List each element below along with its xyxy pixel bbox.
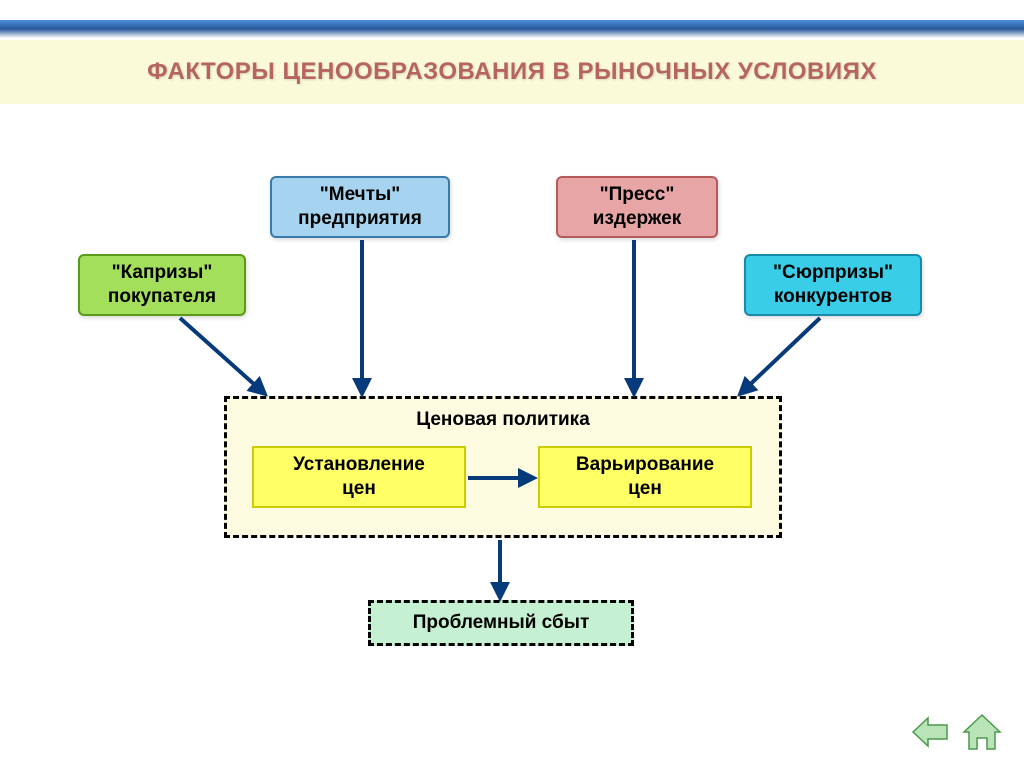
nav-home-button[interactable] (960, 712, 1004, 757)
box-caprices: "Капризы"покупателя (78, 254, 246, 316)
box-varying-label: Варьированиецен (576, 453, 714, 501)
nav-back-button[interactable] (910, 714, 950, 755)
box-press: "Пресс"издержек (556, 176, 718, 238)
box-setting: Установлениецен (252, 446, 466, 508)
home-icon (960, 712, 1004, 752)
policy-group-title: Ценовая политика (227, 409, 779, 431)
box-press-label: "Пресс"издержек (593, 183, 681, 231)
arrows-layer (0, 0, 1024, 767)
box-varying: Варьированиецен (538, 446, 752, 508)
box-surprises-label: "Сюрпризы"конкурентов (773, 261, 893, 309)
back-arrow-icon (910, 714, 950, 750)
box-output-label: Проблемный сбыт (413, 612, 590, 634)
box-dreams-label: "Мечты"предприятия (298, 183, 422, 231)
diagram-area: "Капризы"покупателя "Мечты"предприятия "… (0, 0, 1024, 767)
box-surprises: "Сюрпризы"конкурентов (744, 254, 922, 316)
box-dreams: "Мечты"предприятия (270, 176, 450, 238)
box-caprices-label: "Капризы"покупателя (108, 261, 216, 309)
box-output: Проблемный сбыт (368, 600, 634, 646)
box-setting-label: Установлениецен (293, 453, 425, 501)
